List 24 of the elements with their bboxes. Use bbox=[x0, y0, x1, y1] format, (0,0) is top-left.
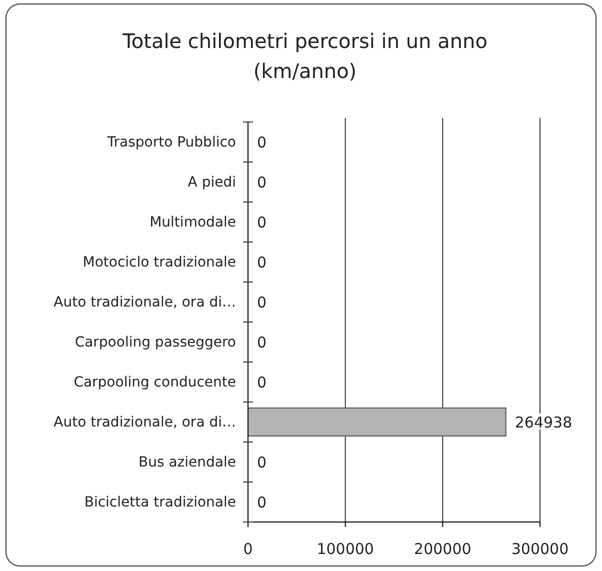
chart-title: Totale chilometri percorsi in un anno (km/anno) bbox=[122, 29, 488, 83]
x-tick-label: 200000 bbox=[414, 540, 472, 558]
data-label: 0 bbox=[257, 293, 267, 312]
y-tick-label: Bicicletta tradizionale bbox=[84, 494, 236, 510]
data-label: 0 bbox=[257, 493, 267, 512]
y-tick-label: Multimodale bbox=[150, 214, 236, 230]
data-label: 0 bbox=[257, 133, 267, 152]
y-tick-label: Auto tradizionale, ora di… bbox=[54, 414, 236, 430]
y-tick-label: Carpooling passeggero bbox=[74, 334, 236, 350]
data-label: 0 bbox=[257, 453, 267, 472]
y-tick-label: Carpooling conducente bbox=[74, 374, 236, 390]
x-tick-label: 0 bbox=[243, 540, 253, 558]
data-label: 0 bbox=[257, 173, 267, 192]
y-tick-label: Trasporto Pubblico bbox=[106, 134, 236, 150]
y-tick-label: Bus aziendale bbox=[138, 454, 236, 470]
y-tick-label: Motociclo tradizionale bbox=[82, 254, 236, 270]
y-tick-label: Auto tradizionale, ora di… bbox=[54, 294, 236, 310]
data-label: 0 bbox=[257, 213, 267, 232]
x-tick-label: 300000 bbox=[511, 540, 569, 558]
y-tick-label: A piedi bbox=[188, 174, 236, 190]
x-tick-label: 100000 bbox=[316, 540, 374, 558]
data-label: 0 bbox=[257, 253, 267, 272]
data-label: 0 bbox=[257, 333, 267, 352]
data-label: 0 bbox=[257, 373, 267, 392]
